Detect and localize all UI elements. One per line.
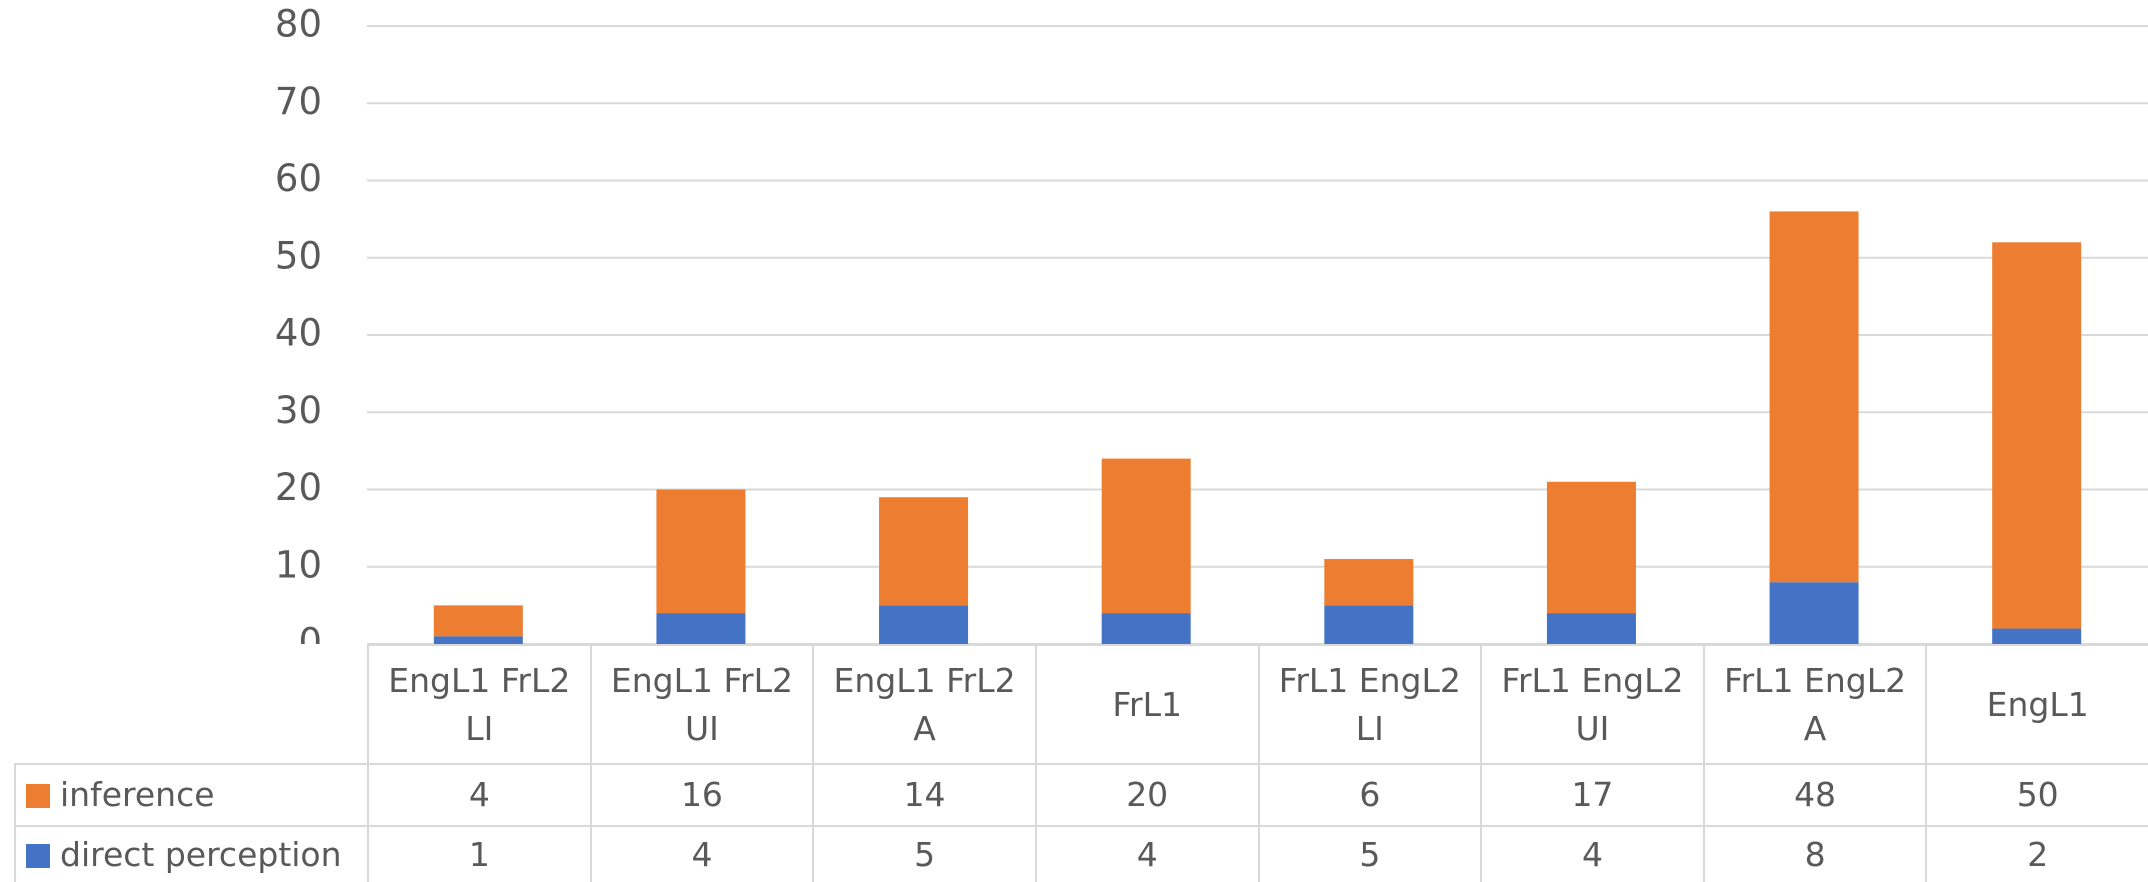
- bar-segment: [1546, 613, 1636, 644]
- data-label: 1: [367, 825, 592, 882]
- bar-segment: [656, 613, 746, 644]
- data-label: 5: [812, 825, 1037, 882]
- x-tick-label: FrL1 EngL2 A: [1702, 644, 1928, 765]
- y-tick-label: 80: [275, 3, 322, 46]
- bar-segment: [879, 605, 969, 644]
- bar-segment: [433, 605, 523, 637]
- data-label: 14: [812, 763, 1037, 827]
- x-tick-label: FrL1 EngL2 LI: [1257, 644, 1483, 765]
- y-tick-label: 70: [275, 80, 322, 123]
- y-tick-label: 0: [298, 621, 322, 645]
- legend-cell: inference: [14, 763, 369, 827]
- table-row: direct perception 1 4 5 4 5 4 8 2: [14, 825, 2148, 882]
- bar-segment: [879, 497, 969, 606]
- bar-segment: [1992, 242, 2082, 629]
- x-tick-label: EngL1: [1925, 644, 2148, 765]
- data-label: 17: [1480, 763, 1705, 827]
- legend-swatch: [26, 784, 50, 808]
- x-tick-label: EngL1 FrL2 LI: [367, 644, 592, 765]
- legend-label: inference: [60, 775, 215, 814]
- bar-segment: [433, 636, 523, 644]
- data-label: 4: [367, 763, 592, 827]
- y-tick-label: 20: [275, 466, 322, 509]
- data-label: 5: [1257, 825, 1483, 882]
- bar-segment: [1546, 481, 1636, 614]
- data-label: 8: [1702, 825, 1928, 882]
- bar-segment: [1324, 559, 1414, 606]
- legend-swatch: [26, 843, 50, 868]
- data-label: 4: [1034, 825, 1260, 882]
- legend-label: direct perception: [60, 834, 342, 874]
- header-row: EngL1 FrL2 LI EngL1 FrL2 UI EngL1 FrL2 A Fr…: [15, 644, 2148, 765]
- data-label: 48: [1702, 763, 1928, 827]
- data-label: 4: [589, 825, 815, 882]
- bar-segment: [1769, 582, 1859, 644]
- bar-segment: [1769, 211, 1859, 583]
- data-label: 6: [1257, 763, 1483, 827]
- y-tick-label: 10: [275, 543, 322, 586]
- x-tick-label: EngL1 FrL2 A: [812, 644, 1037, 765]
- bar-segment: [1101, 613, 1191, 644]
- data-label: 4: [1480, 825, 1705, 882]
- x-tick-label: EngL1 FrL2 UI: [589, 644, 815, 765]
- y-tick-label: 60: [275, 157, 322, 200]
- plot: 0 10 20 30 40 50 60 70 80: [275, 3, 2148, 645]
- y-tick-label: 40: [275, 312, 322, 355]
- corner-cell: [15, 645, 369, 764]
- bar-segment: [1324, 605, 1414, 644]
- x-tick-label: FrL1 EngL2 UI: [1480, 644, 1705, 765]
- bar-segment: [1101, 458, 1191, 614]
- y-tick-label: 50: [275, 234, 322, 277]
- data-label: 50: [1925, 763, 2148, 827]
- data-label: 16: [589, 763, 815, 827]
- data-label: 20: [1034, 763, 1260, 827]
- data-label: 2: [1925, 825, 2148, 882]
- legend-cell: direct perception: [14, 825, 369, 882]
- data-table: EngL1 FrL2 LI EngL1 FrL2 UI EngL1 FrL2 A Fr…: [14, 644, 2148, 882]
- table-row: inference 4 16 14 20 6 17 48 50: [14, 763, 2148, 827]
- y-tick-label: 30: [275, 389, 322, 432]
- bar-segment: [1992, 628, 2082, 644]
- x-tick-label: FrL1: [1034, 644, 1260, 765]
- bar-segment: [656, 489, 746, 614]
